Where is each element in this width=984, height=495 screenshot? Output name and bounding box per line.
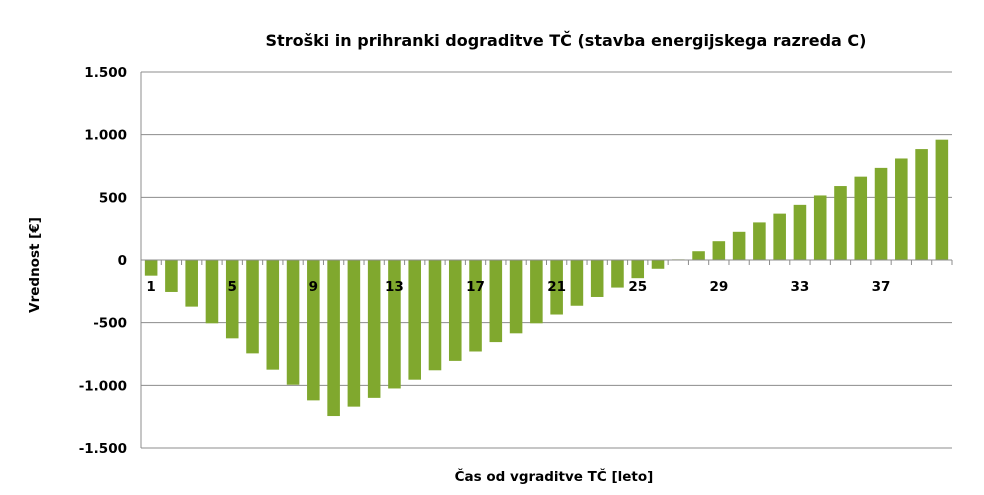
y-tick-label: -1.500 <box>79 441 127 457</box>
bar <box>509 260 523 334</box>
y-tick-label: 0 <box>118 253 127 269</box>
bar <box>307 260 320 401</box>
x-tick-label: 13 <box>385 279 404 295</box>
bar <box>225 260 239 339</box>
chart-title: Stroški in prihranki dogradi­tve TČ (sta… <box>266 31 867 50</box>
y-tick-label: -500 <box>93 316 127 332</box>
x-axis-ticks: 1 5 9 13 17 21 25 29 33 37 <box>146 279 890 295</box>
bar <box>753 222 766 260</box>
bar <box>367 260 381 398</box>
y-tick-label: 1.000 <box>84 128 127 144</box>
bar <box>773 213 786 260</box>
x-tick-label: 9 <box>309 279 318 295</box>
x-tick-label: 17 <box>466 279 485 295</box>
bar <box>469 260 482 352</box>
x-tick-label: 1 <box>146 279 155 295</box>
bar <box>915 149 928 260</box>
bar <box>854 176 868 260</box>
bar <box>813 195 827 260</box>
bar <box>550 260 563 315</box>
bar <box>874 167 888 260</box>
y-axis-ticks: -1.500 -1.000 -500 0 500 1.000 1.500 <box>79 65 127 457</box>
bar <box>651 260 665 269</box>
bar <box>611 260 624 288</box>
y-tick-label: 1.500 <box>84 65 127 81</box>
x-tick-label: 21 <box>547 279 566 295</box>
y-tick-label: 500 <box>99 190 127 206</box>
bar <box>266 260 280 370</box>
y-axis-label: Vrednost [€] <box>27 217 43 313</box>
bar <box>388 260 401 389</box>
bar <box>448 260 462 361</box>
bar <box>144 260 158 276</box>
bar <box>834 186 847 260</box>
x-tick-label: 25 <box>628 279 647 295</box>
bar <box>712 241 726 260</box>
bar <box>732 231 746 260</box>
x-tick-label: 37 <box>872 279 891 295</box>
y-tick-label: -1.000 <box>79 378 127 394</box>
bar <box>895 158 908 260</box>
bar <box>428 260 442 371</box>
bar <box>408 260 421 380</box>
bars <box>144 139 949 417</box>
x-tick-label: 29 <box>709 279 728 295</box>
bar <box>692 251 705 260</box>
bar <box>185 260 198 307</box>
bar <box>793 204 807 260</box>
bar <box>165 260 178 292</box>
bar <box>205 260 219 324</box>
bar <box>347 260 361 407</box>
bar <box>530 260 543 324</box>
x-tick-label: 5 <box>228 279 237 295</box>
x-axis-line <box>140 259 953 265</box>
bar <box>631 260 645 279</box>
bar <box>590 260 604 297</box>
bar <box>570 260 584 306</box>
bar <box>246 260 259 354</box>
x-tick-label: 33 <box>791 279 810 295</box>
bar <box>286 260 300 385</box>
bar <box>935 139 949 260</box>
x-axis-label: Čas od vgradi­tve TČ [leto] <box>455 467 654 485</box>
bar <box>327 260 340 417</box>
bar <box>489 260 503 343</box>
